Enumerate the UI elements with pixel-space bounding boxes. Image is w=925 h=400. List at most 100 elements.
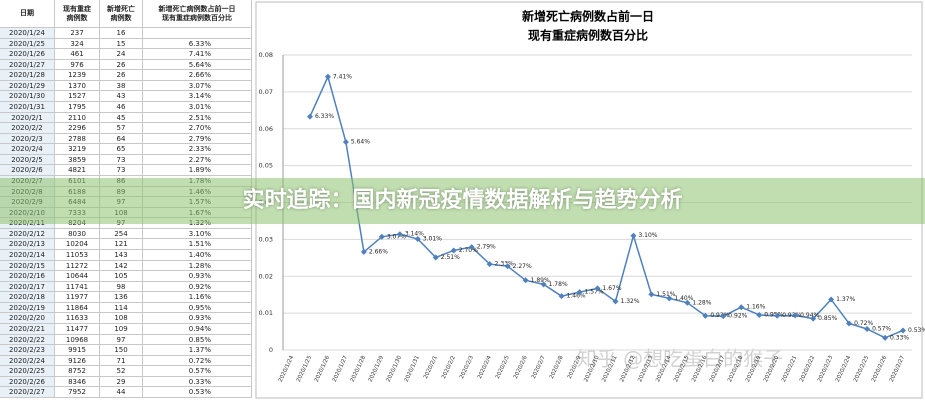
table-cell: 2020/2/22 xyxy=(0,334,55,346)
table-cell: 9126 xyxy=(55,355,100,367)
table-cell: 4821 xyxy=(55,165,100,176)
table-cell: 9915 xyxy=(55,345,100,356)
table-cell: 0.94% xyxy=(143,324,252,335)
data-label: 1.16% xyxy=(746,304,765,311)
table-cell: 1.16% xyxy=(143,292,252,303)
table-cell: 121 xyxy=(100,239,143,250)
data-point xyxy=(432,254,439,261)
table-cell: 2020/1/30 xyxy=(0,91,55,102)
data-label: 3.01% xyxy=(423,236,442,243)
data-point xyxy=(630,232,637,239)
table-cell: 26 xyxy=(100,59,143,71)
table-cell: 2020/2/20 xyxy=(0,313,55,324)
data-label: 2.70% xyxy=(459,247,478,254)
data-point xyxy=(828,296,835,303)
table-cell: 0.85% xyxy=(143,334,252,346)
data-point xyxy=(594,285,601,292)
table-cell: 2020/2/27 xyxy=(0,387,55,398)
table-cell: 8346 xyxy=(55,376,100,388)
table-cell: 46 xyxy=(100,102,143,113)
header-cell: 现有重症 病例数 xyxy=(55,0,100,28)
table-cell: 2020/2/2 xyxy=(0,123,55,134)
data-point xyxy=(702,312,709,319)
table-cell: 3.10% xyxy=(143,228,252,240)
table-cell: 3.07% xyxy=(143,80,252,92)
table-cell: 976 xyxy=(55,59,100,71)
table-cell: 2020/2/17 xyxy=(0,281,55,293)
table-cell: 1527 xyxy=(55,91,100,102)
table-cell: 2020/2/26 xyxy=(0,376,55,388)
data-point xyxy=(864,325,871,332)
data-point xyxy=(522,277,529,284)
data-label: 0.72% xyxy=(854,320,873,327)
table-cell: 2.27% xyxy=(143,154,252,166)
y-tick-label: 0 xyxy=(269,346,273,354)
data-point xyxy=(486,261,493,268)
table-cell: 1.89% xyxy=(143,165,252,176)
table-cell: 11977 xyxy=(55,292,100,303)
table-cell: 2110 xyxy=(55,112,100,124)
data-point xyxy=(720,313,727,320)
table-cell: 2020/2/21 xyxy=(0,324,55,335)
data-point xyxy=(360,248,367,255)
table-cell: 254 xyxy=(100,228,143,240)
table-cell: 3.14% xyxy=(143,91,252,102)
data-point xyxy=(342,139,349,146)
data-label: 0.92% xyxy=(728,313,747,320)
table-cell: 65 xyxy=(100,144,143,155)
data-label: 3.14% xyxy=(405,231,424,238)
data-point xyxy=(414,236,421,243)
data-point xyxy=(396,231,403,238)
table-cell: 2.70% xyxy=(143,123,252,134)
data-label: 1.32% xyxy=(620,298,639,305)
table-cell: 10968 xyxy=(55,334,100,346)
data-label: 3.10% xyxy=(638,232,657,239)
data-label: 1.51% xyxy=(656,291,675,298)
data-point xyxy=(666,295,673,302)
data-point xyxy=(882,334,889,341)
table-cell: 2020/1/31 xyxy=(0,102,55,113)
data-label: 1.37% xyxy=(836,296,855,303)
data-label: 1.40% xyxy=(674,295,693,302)
table-cell: 2020/2/25 xyxy=(0,366,55,377)
table-cell: 0.53% xyxy=(143,387,252,398)
data-point xyxy=(450,247,457,254)
data-point xyxy=(900,327,907,334)
data-label: 0.95% xyxy=(764,311,783,318)
table-cell: 2.51% xyxy=(143,112,252,124)
table-cell: 0.72% xyxy=(143,355,252,367)
data-label: 1.78% xyxy=(549,281,568,288)
table-cell: 1.51% xyxy=(143,239,252,250)
table-cell: 11272 xyxy=(55,260,100,272)
data-label: 2.33% xyxy=(495,261,514,268)
y-tick-label: 0.05 xyxy=(259,162,273,170)
table-cell: 136 xyxy=(100,292,143,303)
chart-title: 新增死亡病例数占前一日 xyxy=(522,9,654,24)
data-point xyxy=(612,298,619,305)
table-cell: 2020/1/27 xyxy=(0,59,55,71)
y-tick-label: 0.01 xyxy=(259,309,273,317)
data-point xyxy=(648,291,655,298)
data-point xyxy=(540,281,547,288)
table-cell: 1.37% xyxy=(143,345,252,356)
table-cell: 114 xyxy=(100,302,143,314)
table-cell: 1.40% xyxy=(143,250,252,261)
table-cell xyxy=(143,28,252,39)
table-cell: 6.33% xyxy=(143,38,252,50)
table-cell: 2020/2/14 xyxy=(0,250,55,261)
table-cell: 8030 xyxy=(55,228,100,240)
table-cell: 2020/2/12 xyxy=(0,228,55,240)
table-cell: 26 xyxy=(100,70,143,81)
table-cell: 52 xyxy=(100,366,143,377)
table-cell: 2020/2/13 xyxy=(0,239,55,250)
y-tick-label: 0.07 xyxy=(259,88,273,96)
table-cell: 0.95% xyxy=(143,302,252,314)
data-label: 0.94% xyxy=(800,312,819,319)
table-cell: 24 xyxy=(100,49,143,60)
table-cell: 7.41% xyxy=(143,49,252,60)
table-cell: 2020/2/19 xyxy=(0,302,55,314)
data-label: 5.64% xyxy=(351,139,370,146)
data-label: 3.07% xyxy=(387,233,406,240)
table-cell: 108 xyxy=(100,313,143,324)
table-cell: 2020/2/23 xyxy=(0,345,55,356)
